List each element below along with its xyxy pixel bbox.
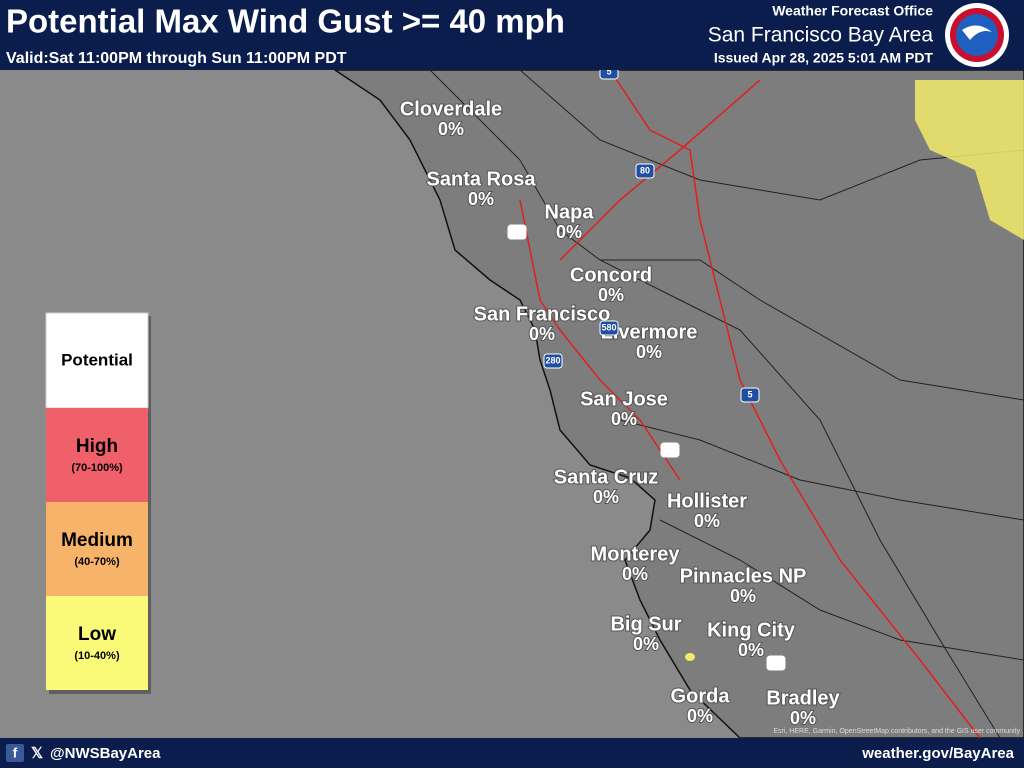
city-value: 0% xyxy=(633,634,659,654)
low-area xyxy=(915,80,1024,240)
city-name: Big Sur xyxy=(610,613,681,635)
area: San Francisco Bay Area xyxy=(708,24,934,47)
x-icon[interactable]: 𝕏 xyxy=(31,745,43,762)
city-name: Bradley xyxy=(766,687,840,709)
facebook-glyph: f xyxy=(13,745,18,761)
title: Potential Max Wind Gust >= 40 mph xyxy=(6,3,565,40)
city-value: 0% xyxy=(622,564,648,584)
city-name: Hollister xyxy=(667,490,747,512)
county-lines xyxy=(429,69,1024,739)
legend-range: (70-100%) xyxy=(71,462,123,474)
shield-label: 101 xyxy=(768,657,783,667)
issued: Issued Apr 28, 2025 5:01 AM PDT xyxy=(714,50,934,66)
legend-range: (40-70%) xyxy=(74,556,120,568)
city-value: 0% xyxy=(468,189,494,209)
city-value: 0% xyxy=(730,586,756,606)
city-name: San Jose xyxy=(580,388,668,410)
shield-bg xyxy=(599,320,619,336)
city-value: 0% xyxy=(636,342,662,362)
city-value: 0% xyxy=(438,119,464,139)
city-value: 0% xyxy=(556,222,582,242)
city-value: 0% xyxy=(790,708,816,728)
legend-title: Potential xyxy=(61,350,133,369)
shield-label: 280 xyxy=(545,355,560,365)
office: Weather Forecast Office xyxy=(772,3,933,19)
attribution: Esri, HERE, Garmin, OpenStreetMap contri… xyxy=(773,728,1020,735)
shield-bg xyxy=(543,353,563,369)
city-name: Gorda xyxy=(671,685,731,707)
city-name: King City xyxy=(707,619,796,641)
city-name: San Francisco xyxy=(474,303,611,325)
footer-bar xyxy=(0,738,1024,768)
header-bar xyxy=(0,0,1024,70)
shield-bg xyxy=(635,163,655,179)
city-value: 0% xyxy=(598,285,624,305)
valid-time: Valid:Sat 11:00PM through Sun 11:00PM PD… xyxy=(6,50,347,67)
shield-label: 101 xyxy=(509,226,524,236)
shield-label: 101 xyxy=(662,444,677,454)
url[interactable]: weather.gov/BayArea xyxy=(861,745,1014,762)
handle[interactable]: @NWSBayArea xyxy=(50,745,161,762)
shield-label: 80 xyxy=(640,165,650,175)
shield-label: 5 xyxy=(747,389,752,399)
shield-bg xyxy=(740,387,760,403)
land xyxy=(332,69,1024,739)
shield-bg xyxy=(660,442,680,458)
shield-bg xyxy=(766,655,786,671)
shield-label: 5 xyxy=(606,66,611,76)
city-name: Monterey xyxy=(591,543,681,565)
legend-label: Medium xyxy=(61,530,133,551)
low-area xyxy=(685,653,695,661)
facebook-icon[interactable] xyxy=(6,744,24,762)
legend-range: (10-40%) xyxy=(74,650,120,662)
legend: Potential xyxy=(45,312,151,694)
city-value: 0% xyxy=(593,487,619,507)
city-name: Concord xyxy=(570,264,652,286)
city-name: Santa Cruz xyxy=(554,466,658,488)
city-value: 0% xyxy=(738,640,764,660)
legend-label: High xyxy=(76,436,118,457)
city-value: 0% xyxy=(687,706,713,726)
city-value: 0% xyxy=(611,409,637,429)
city-name: Napa xyxy=(545,201,595,223)
shield-bg xyxy=(507,224,527,240)
nws-logo xyxy=(945,3,1009,67)
shield-label: 580 xyxy=(601,322,616,332)
city-value: 0% xyxy=(529,324,555,344)
city-name: Cloverdale xyxy=(400,98,502,120)
legend-items: High (70-100%) Medium (40-70%) Low (10-40%) xyxy=(61,436,133,662)
legend-label: Low xyxy=(78,624,116,645)
city-name: Santa Rosa xyxy=(427,168,537,190)
city-name: Pinnacles NP xyxy=(680,565,807,587)
city-value: 0% xyxy=(694,511,720,531)
